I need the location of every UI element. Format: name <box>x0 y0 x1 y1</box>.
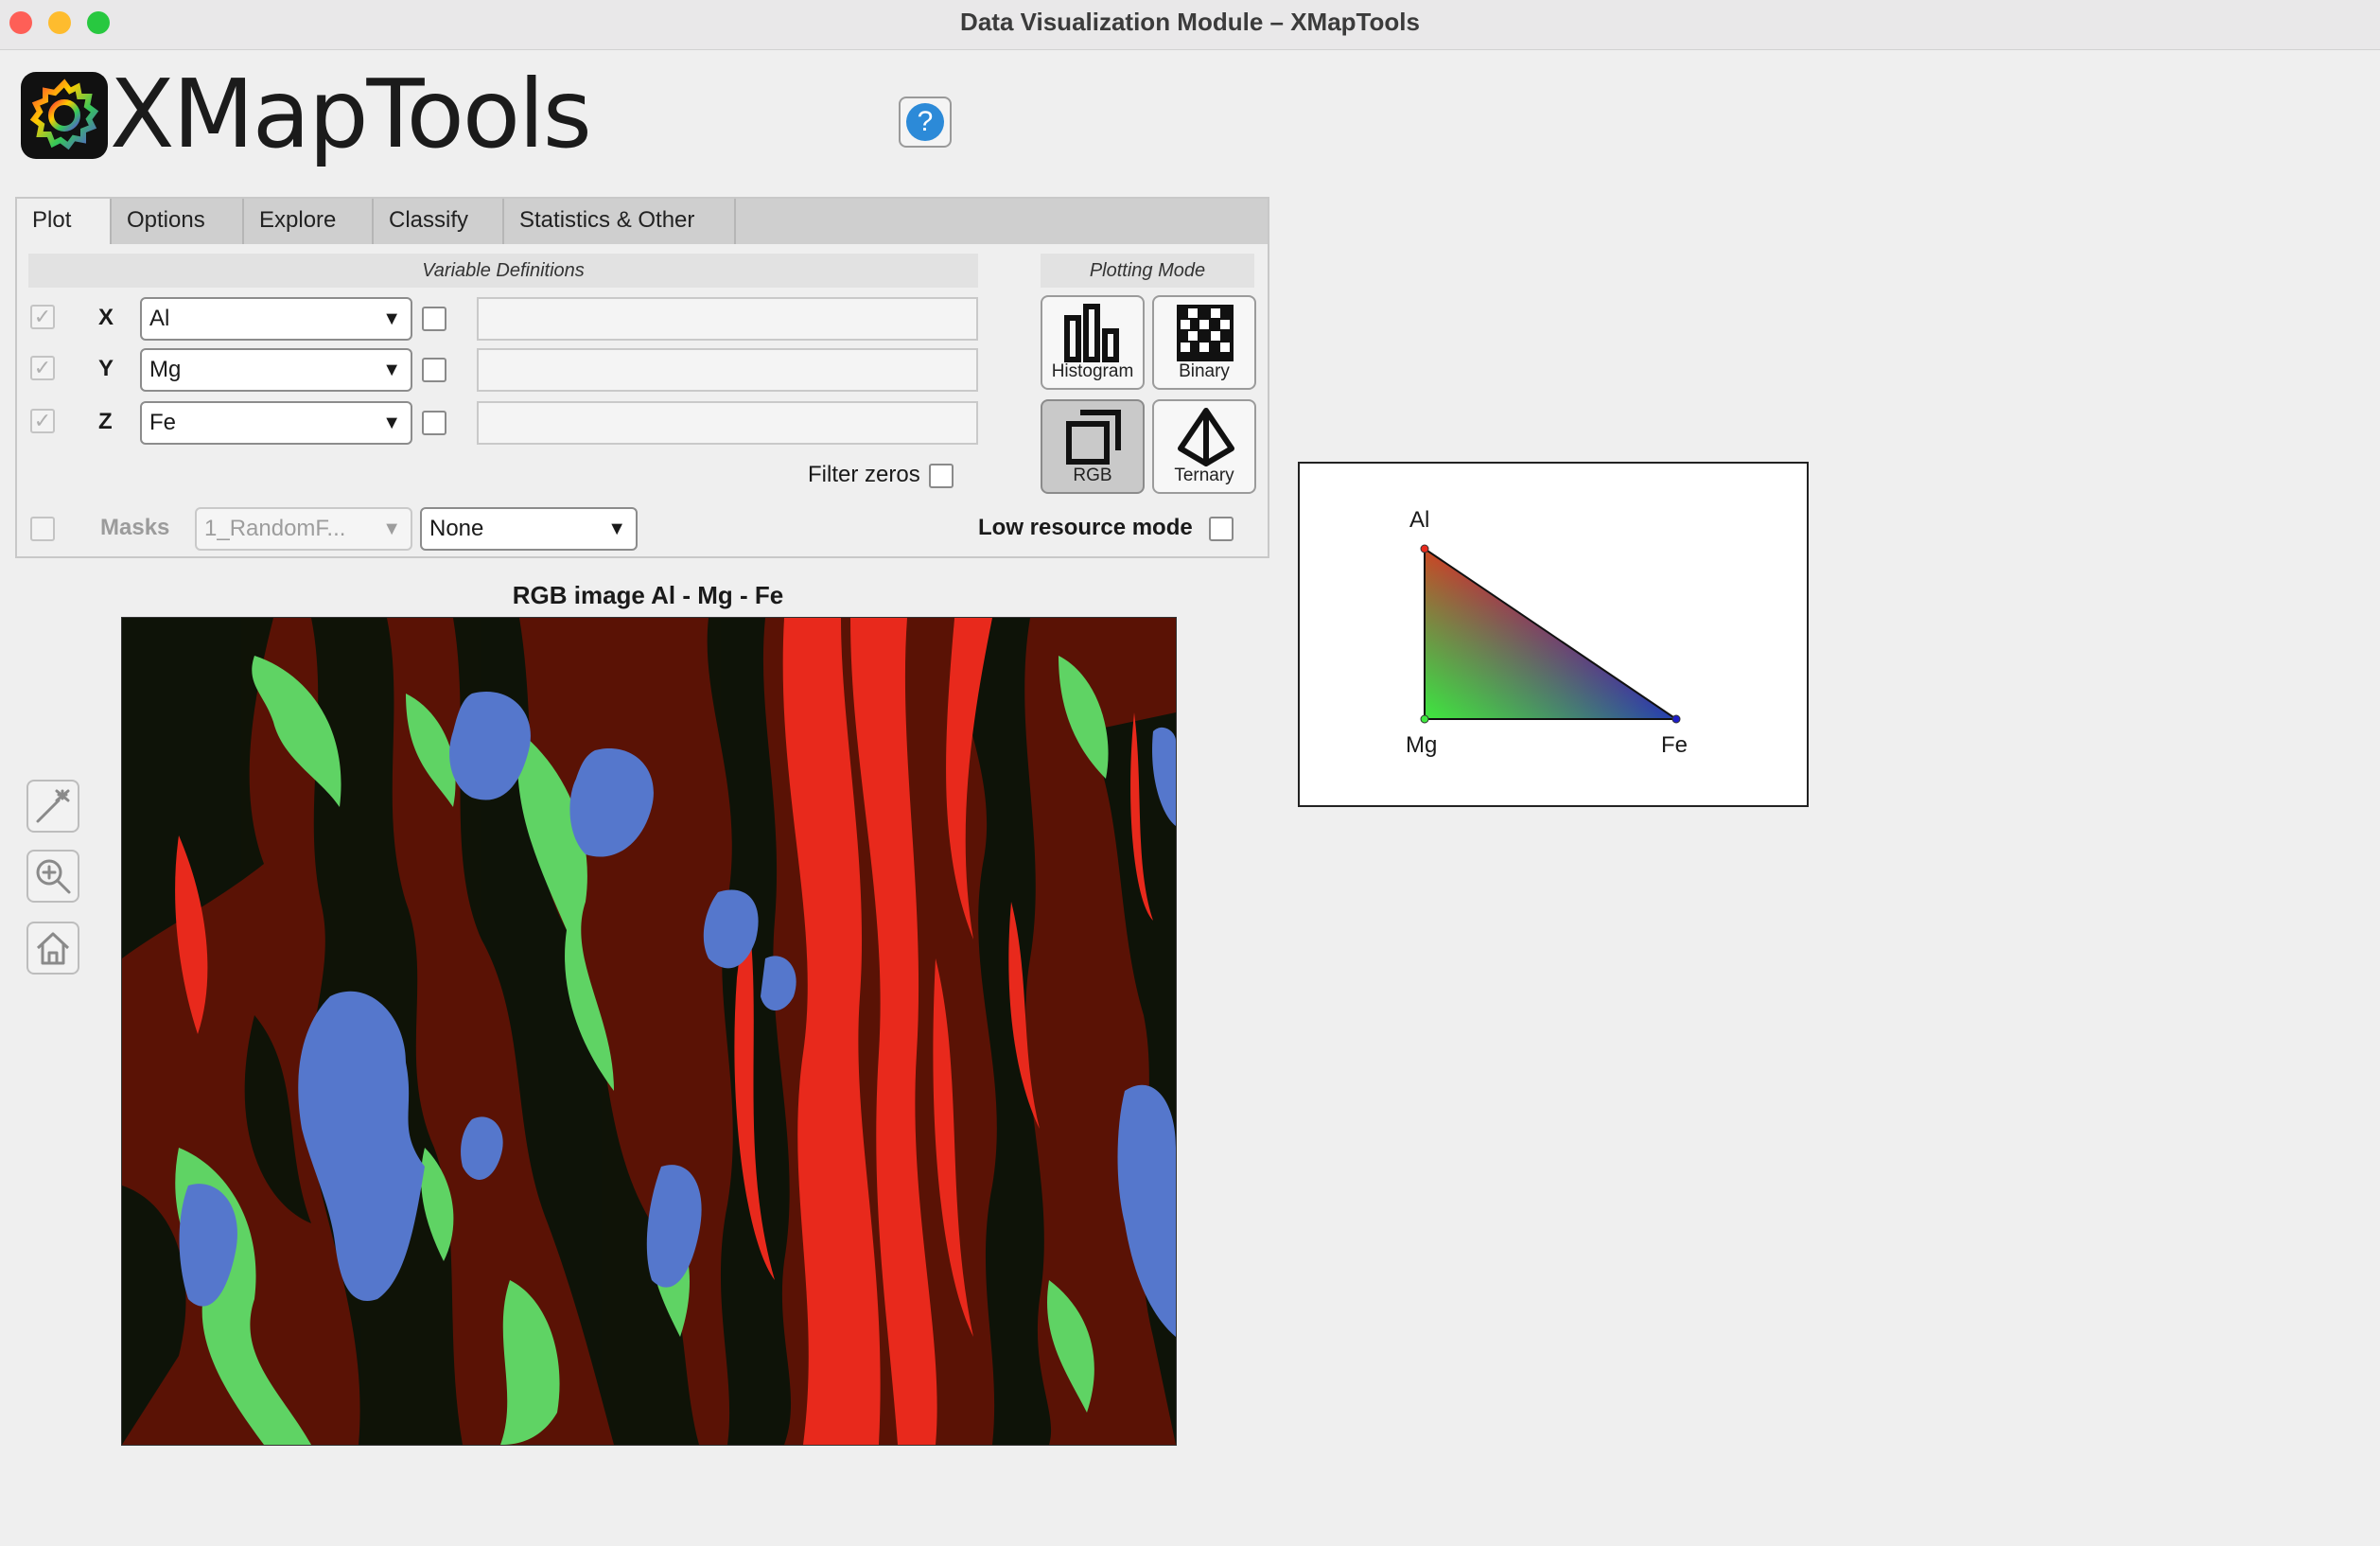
plot-panel: Plot Options Explore Classify Statistics… <box>15 197 1269 558</box>
triangle-down-icon: ▼ <box>382 308 401 329</box>
rgb-mode-label: RGB <box>1073 466 1112 485</box>
plotting-mode-heading: Plotting Mode <box>1041 254 1254 288</box>
z-log-checkbox[interactable] <box>422 411 446 435</box>
minimize-window-button[interactable] <box>48 11 71 34</box>
ternary-mode-button[interactable]: Ternary <box>1152 399 1256 494</box>
histogram-icon <box>1064 304 1119 362</box>
x-variable-dropdown[interactable]: Al ▼ <box>140 297 412 341</box>
ternary-triangle <box>1420 544 1681 724</box>
close-window-button[interactable] <box>9 11 32 34</box>
app-logo-text: XMapTools <box>110 59 592 169</box>
tab-classify[interactable]: Classify <box>374 199 504 244</box>
y-variable-dropdown[interactable]: Mg ▼ <box>140 348 412 392</box>
checkerboard-icon <box>1177 305 1234 361</box>
z-variable-dropdown[interactable]: Fe ▼ <box>140 401 412 445</box>
x-log-checkbox[interactable] <box>422 307 446 331</box>
title-bar: Data Visualization Module – XMapTools <box>0 0 2380 50</box>
ternary-icon <box>1178 408 1234 466</box>
variable-definitions-heading: Variable Definitions <box>28 254 978 288</box>
low-resource-mode-label: Low resource mode <box>978 515 1193 540</box>
masks-enable-checkbox[interactable] <box>30 517 55 541</box>
zoom-in-button[interactable] <box>26 850 79 903</box>
masks-label: Masks <box>100 515 170 540</box>
z-enable-checkbox[interactable]: ✓ <box>30 409 55 433</box>
ternary-top-label: Al <box>1409 507 1430 533</box>
logo-gear-icon <box>21 72 108 159</box>
x-axis-label: X <box>98 305 114 330</box>
question-icon: ? <box>906 103 944 141</box>
rgb-map-image[interactable] <box>121 617 1177 1446</box>
y-enable-checkbox[interactable]: ✓ <box>30 356 55 380</box>
help-button[interactable]: ? <box>899 97 952 148</box>
ternary-mode-label: Ternary <box>1174 466 1234 485</box>
y-expression-field[interactable] <box>477 348 978 392</box>
magic-wand-icon <box>36 789 70 823</box>
tab-bar: Plot Options Explore Classify Statistics… <box>17 199 1268 244</box>
binary-mode-button[interactable]: Binary <box>1152 295 1256 390</box>
window-title: Data Visualization Module – XMapTools <box>960 8 1420 36</box>
x-variable-value: Al <box>149 306 170 331</box>
x-expression-field[interactable] <box>477 297 978 341</box>
histogram-mode-label: Histogram <box>1051 361 1134 381</box>
magic-wand-button[interactable] <box>26 780 79 833</box>
low-resource-mode-checkbox[interactable] <box>1209 517 1234 541</box>
triangle-down-icon: ▼ <box>607 518 626 539</box>
tab-explore[interactable]: Explore <box>244 199 374 244</box>
rgb-map-plot <box>122 618 1176 1445</box>
stacked-squares-icon <box>1066 410 1121 465</box>
triangle-down-icon: ▼ <box>382 413 401 433</box>
y-log-checkbox[interactable] <box>422 358 446 382</box>
home-icon <box>36 932 70 965</box>
image-title: RGB image Al - Mg - Fe <box>512 581 784 609</box>
triangle-down-icon: ▼ <box>382 360 401 380</box>
tab-statistics-other[interactable]: Statistics & Other <box>504 199 736 244</box>
mask-phase-dropdown[interactable]: None ▼ <box>420 507 638 551</box>
ternary-bottom-right-label: Fe <box>1661 732 1689 758</box>
z-axis-label: Z <box>98 409 113 434</box>
mask-phase-value: None <box>429 516 484 541</box>
ternary-bottom-left-label: Mg <box>1406 732 1438 758</box>
binary-mode-label: Binary <box>1179 361 1230 381</box>
x-enable-checkbox[interactable]: ✓ <box>30 305 55 329</box>
zoom-in-icon <box>36 859 71 894</box>
mask-file-dropdown[interactable]: 1_RandomF... ▼ <box>195 507 412 551</box>
tab-plot[interactable]: Plot <box>17 199 112 244</box>
triangle-down-icon: ▼ <box>382 518 401 539</box>
y-axis-label: Y <box>98 356 114 381</box>
histogram-mode-button[interactable]: Histogram <box>1041 295 1145 390</box>
tab-options[interactable]: Options <box>112 199 244 244</box>
filter-zeros-checkbox[interactable] <box>929 464 954 488</box>
filter-zeros-label: Filter zeros <box>808 462 920 487</box>
y-variable-value: Mg <box>149 357 182 382</box>
mask-file-value: 1_RandomF... <box>204 516 346 541</box>
ternary-color-legend: Al Mg Fe <box>1298 462 1809 807</box>
z-variable-value: Fe <box>149 410 177 435</box>
home-button[interactable] <box>26 922 79 975</box>
z-expression-field[interactable] <box>477 401 978 445</box>
rgb-mode-button[interactable]: RGB <box>1041 399 1145 494</box>
zoom-window-button[interactable] <box>87 11 110 34</box>
